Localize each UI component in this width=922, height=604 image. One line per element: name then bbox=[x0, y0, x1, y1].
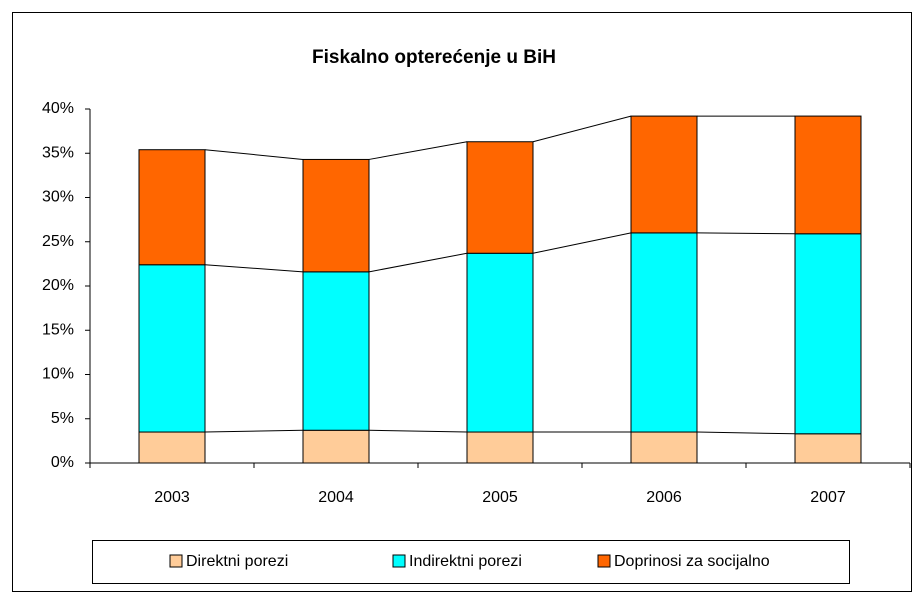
bar-segment bbox=[630, 115, 698, 234]
bar-segment bbox=[302, 429, 370, 464]
bar-segment bbox=[630, 431, 698, 464]
bar-segment bbox=[466, 252, 534, 433]
bar-segment bbox=[466, 431, 534, 464]
legend-label: Indirektni porezi bbox=[409, 553, 522, 570]
x-tick-label: 2006 bbox=[646, 489, 682, 506]
bar-segment bbox=[630, 232, 698, 433]
series-line bbox=[368, 141, 468, 160]
x-tick-label: 2003 bbox=[154, 489, 190, 506]
bar-segment bbox=[794, 115, 862, 235]
y-tick-label: 20% bbox=[42, 277, 74, 294]
y-tick-label: 5% bbox=[51, 410, 74, 427]
series-line bbox=[696, 431, 796, 435]
bar-segment bbox=[302, 158, 370, 273]
series-line bbox=[204, 429, 304, 433]
series-line bbox=[368, 252, 468, 273]
bar-segment bbox=[794, 233, 862, 435]
y-tick-label: 0% bbox=[51, 454, 74, 471]
legend-label: Doprinosi za socijalno bbox=[614, 553, 770, 570]
series-line bbox=[532, 115, 632, 143]
y-tick-label: 30% bbox=[42, 189, 74, 206]
x-tick-label: 2007 bbox=[810, 489, 846, 506]
series-line bbox=[532, 232, 632, 254]
bar-segment bbox=[466, 141, 534, 254]
series-line bbox=[204, 149, 304, 160]
bar-segment bbox=[138, 149, 206, 266]
bar-segment bbox=[302, 271, 370, 431]
legend-swatch bbox=[169, 554, 183, 568]
y-tick-label: 10% bbox=[42, 366, 74, 383]
bar-segment bbox=[138, 431, 206, 464]
chart-title: Fiskalno opterećenje u BiH bbox=[312, 47, 556, 68]
series-line bbox=[368, 429, 468, 433]
legend-label: Direktni porezi bbox=[186, 553, 288, 570]
y-tick-label: 35% bbox=[42, 144, 74, 161]
bar-segment bbox=[138, 264, 206, 433]
legend-swatch bbox=[392, 554, 406, 568]
x-tick-label: 2005 bbox=[482, 489, 518, 506]
y-tick-label: 15% bbox=[42, 321, 74, 338]
series-line bbox=[204, 264, 304, 273]
y-tick-label: 40% bbox=[42, 100, 74, 117]
legend-box bbox=[92, 540, 850, 584]
series-line bbox=[696, 232, 796, 235]
y-tick-label: 25% bbox=[42, 233, 74, 250]
x-tick-label: 2004 bbox=[318, 489, 354, 506]
legend-swatch bbox=[597, 554, 611, 568]
bar-segment bbox=[794, 433, 862, 464]
